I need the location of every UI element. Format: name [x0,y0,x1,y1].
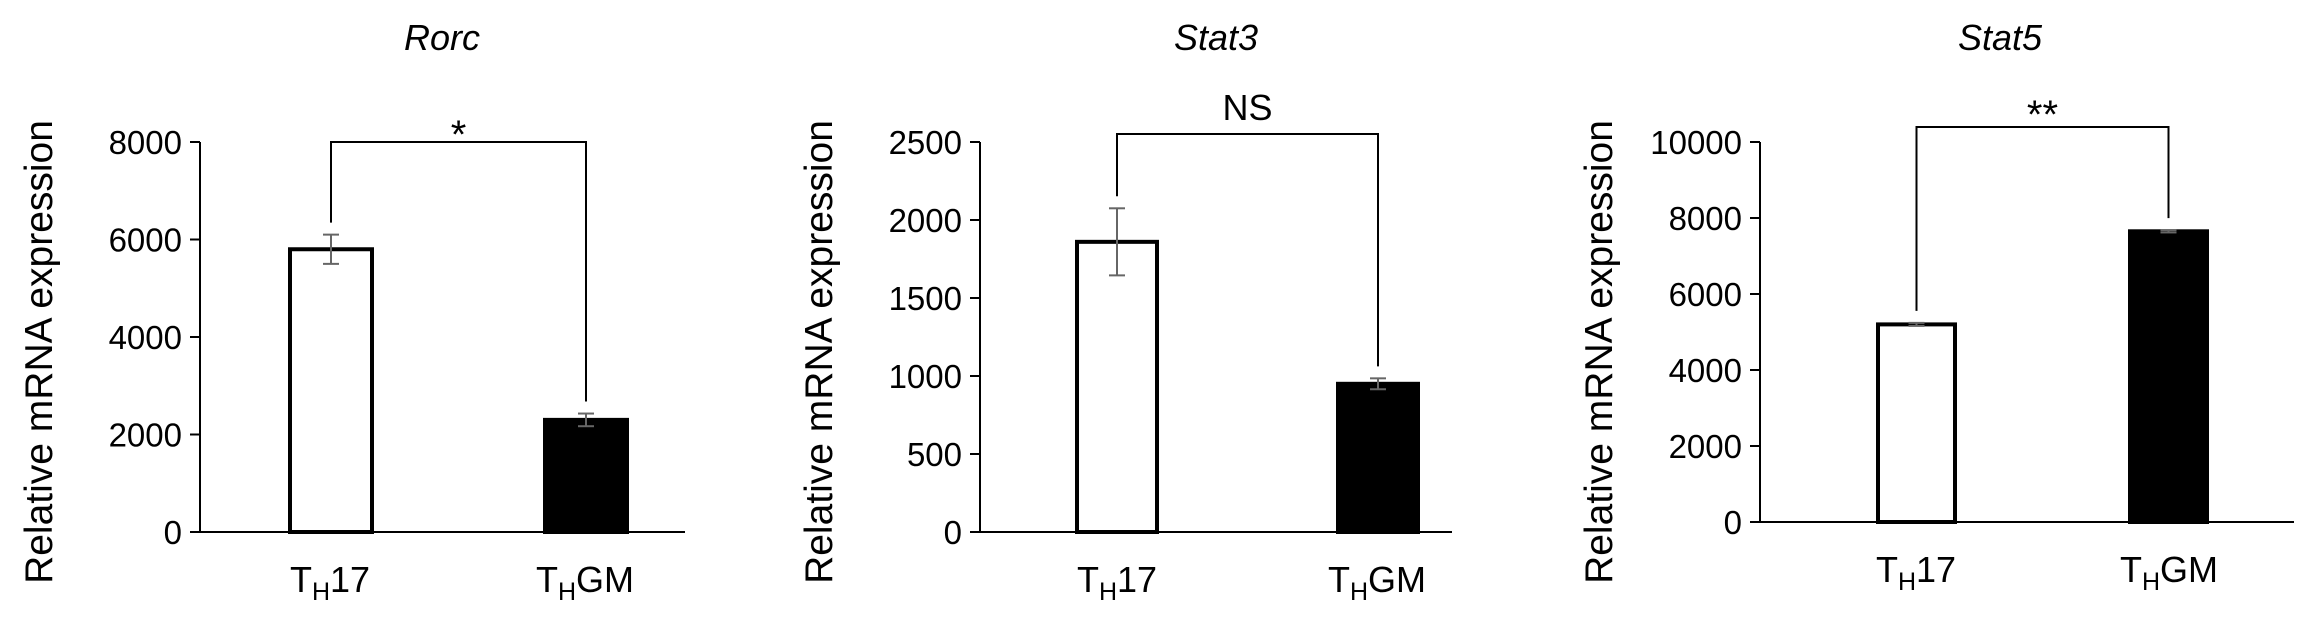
chart-panel-rorc: Rorc Relative mRNA expression 0 2000 4000 6… [18,17,685,606]
y-tick-label: 2000 [1669,428,1742,465]
y-tick-label: 2000 [889,202,962,239]
significance-label: * [451,113,467,157]
y-axis-ticks: 0 2000 4000 6000 8000 10000 [1650,124,1760,541]
chart-panel-stat3: Stat3 Relative mRNA expression 0 500 1000 1… [798,17,1452,606]
x-category-subscript: H [2142,568,2160,596]
x-category-rest: GM [1368,559,1426,600]
chart-title: Stat5 [1958,17,2043,58]
x-category-label: TH17 [290,559,370,606]
y-tick-label: 500 [907,436,962,473]
y-tick-label: 0 [164,514,182,551]
x-category-label: THGM [1328,559,1426,606]
y-tick-label: 4000 [109,319,182,356]
bar-0 [288,247,374,534]
error-bar-0 [323,233,339,265]
y-tick-label: 6000 [1669,276,1742,313]
y-axis-label: Relative mRNA expression [18,120,61,584]
x-category-main: T [1328,559,1350,600]
y-tick-label: 6000 [109,222,182,259]
x-axis-categories: TH17 THGM [1876,549,2218,596]
x-category-rest: 17 [1916,549,1956,590]
bars [1876,229,2209,525]
x-axis-categories: TH17 THGM [290,559,634,606]
x-category-label: TH17 [1876,549,1956,596]
x-category-main: T [290,559,312,600]
y-axis-label: Relative mRNA expression [1578,120,1621,584]
x-category-subscript: H [1099,578,1117,606]
chart-title: Stat3 [1174,17,1258,58]
x-axis-categories: TH17 THGM [1077,559,1426,606]
y-tick-label: 2000 [109,417,182,454]
bar-0 [1876,322,1957,524]
bars [1075,207,1420,534]
x-category-label: THGM [536,559,634,606]
y-tick-label: 0 [1724,504,1742,541]
y-axis-ticks: 0 500 1000 1500 2000 2500 [889,124,980,551]
y-axis-ticks: 0 2000 4000 6000 8000 [109,124,200,551]
x-category-subscript: H [1898,568,1916,596]
error-bar-1 [1370,377,1386,391]
x-category-subscript: H [558,578,576,606]
x-category-rest: 17 [330,559,370,600]
bar-0 [1075,239,1159,534]
significance-bracket [1116,133,1379,367]
chart-title: Rorc [404,17,480,58]
x-category-subscript: H [1350,578,1368,606]
y-axis-label: Relative mRNA expression [798,120,841,584]
bar-1 [1336,381,1420,534]
bars [288,233,629,534]
y-tick-label: 0 [944,514,962,551]
x-category-rest: 17 [1117,559,1157,600]
bracket-path [330,141,587,402]
x-category-subscript: H [312,578,330,606]
y-tick-label: 10000 [1650,124,1742,161]
x-category-label: THGM [2120,549,2218,596]
x-category-main: T [1077,559,1099,600]
x-category-rest: GM [576,559,634,600]
bracket-path [1915,126,2170,311]
y-tick-label: 2500 [889,124,962,161]
x-category-rest: GM [2160,549,2218,590]
y-tick-label: 8000 [1669,200,1742,237]
significance-bracket [1915,126,2170,311]
bracket-path [1116,133,1379,367]
bar-1 [2128,229,2209,525]
x-category-main: T [536,559,558,600]
x-category-main: T [2120,549,2142,590]
chart-panel-stat5: Stat5 Relative mRNA expression 0 2000 4000… [1578,17,2294,596]
y-tick-label: 8000 [109,124,182,161]
error-bar-1 [578,412,594,428]
y-tick-label: 4000 [1669,352,1742,389]
error-bar-0 [1109,207,1125,277]
error-bar-1 [2160,229,2177,234]
y-tick-label: 1500 [889,280,962,317]
x-category-label: TH17 [1077,559,1157,606]
error-bar-0 [1908,321,1925,327]
significance-bracket [330,141,587,402]
y-tick-label: 1000 [889,358,962,395]
bar-1 [543,417,629,534]
x-category-main: T [1876,549,1898,590]
significance-label: ** [2027,93,2058,137]
significance-label: NS [1222,87,1272,128]
